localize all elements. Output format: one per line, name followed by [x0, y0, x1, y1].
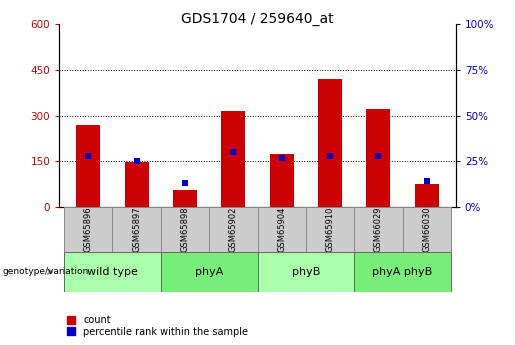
Text: GSM65898: GSM65898: [180, 207, 190, 252]
Bar: [173, 190, 197, 207]
Bar: [64, 207, 112, 252]
Bar: [306, 207, 354, 252]
Bar: [318, 79, 342, 207]
Text: GSM65896: GSM65896: [84, 207, 93, 252]
Bar: [354, 252, 451, 292]
Text: phyA phyB: phyA phyB: [372, 267, 433, 277]
Text: GSM65902: GSM65902: [229, 207, 238, 252]
Bar: [366, 109, 390, 207]
Bar: [209, 207, 258, 252]
Text: wild type: wild type: [87, 267, 138, 277]
Bar: [269, 154, 294, 207]
Legend: count, percentile rank within the sample: count, percentile rank within the sample: [66, 315, 248, 337]
Bar: [258, 252, 354, 292]
Text: GDS1704 / 259640_at: GDS1704 / 259640_at: [181, 12, 334, 26]
Text: GSM65904: GSM65904: [277, 207, 286, 252]
Bar: [76, 125, 100, 207]
Bar: [354, 207, 403, 252]
Bar: [161, 207, 209, 252]
Text: GSM66029: GSM66029: [374, 207, 383, 252]
Text: genotype/variation: genotype/variation: [3, 267, 89, 276]
Text: phyB: phyB: [291, 267, 320, 277]
Text: GSM65897: GSM65897: [132, 207, 141, 252]
Text: GSM66030: GSM66030: [422, 207, 431, 252]
Bar: [161, 252, 258, 292]
Bar: [403, 207, 451, 252]
Bar: [64, 252, 161, 292]
Bar: [125, 162, 149, 207]
Bar: [221, 111, 246, 207]
Bar: [258, 207, 306, 252]
Text: phyA: phyA: [195, 267, 224, 277]
Bar: [415, 184, 439, 207]
Text: GSM65910: GSM65910: [325, 207, 335, 252]
Bar: [112, 207, 161, 252]
